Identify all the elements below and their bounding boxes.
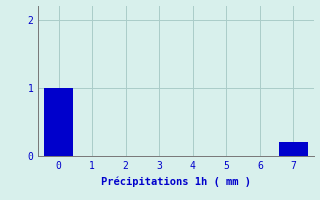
X-axis label: Précipitations 1h ( mm ): Précipitations 1h ( mm ) bbox=[101, 176, 251, 187]
Bar bbox=[44, 88, 73, 156]
Bar bbox=[279, 142, 308, 156]
